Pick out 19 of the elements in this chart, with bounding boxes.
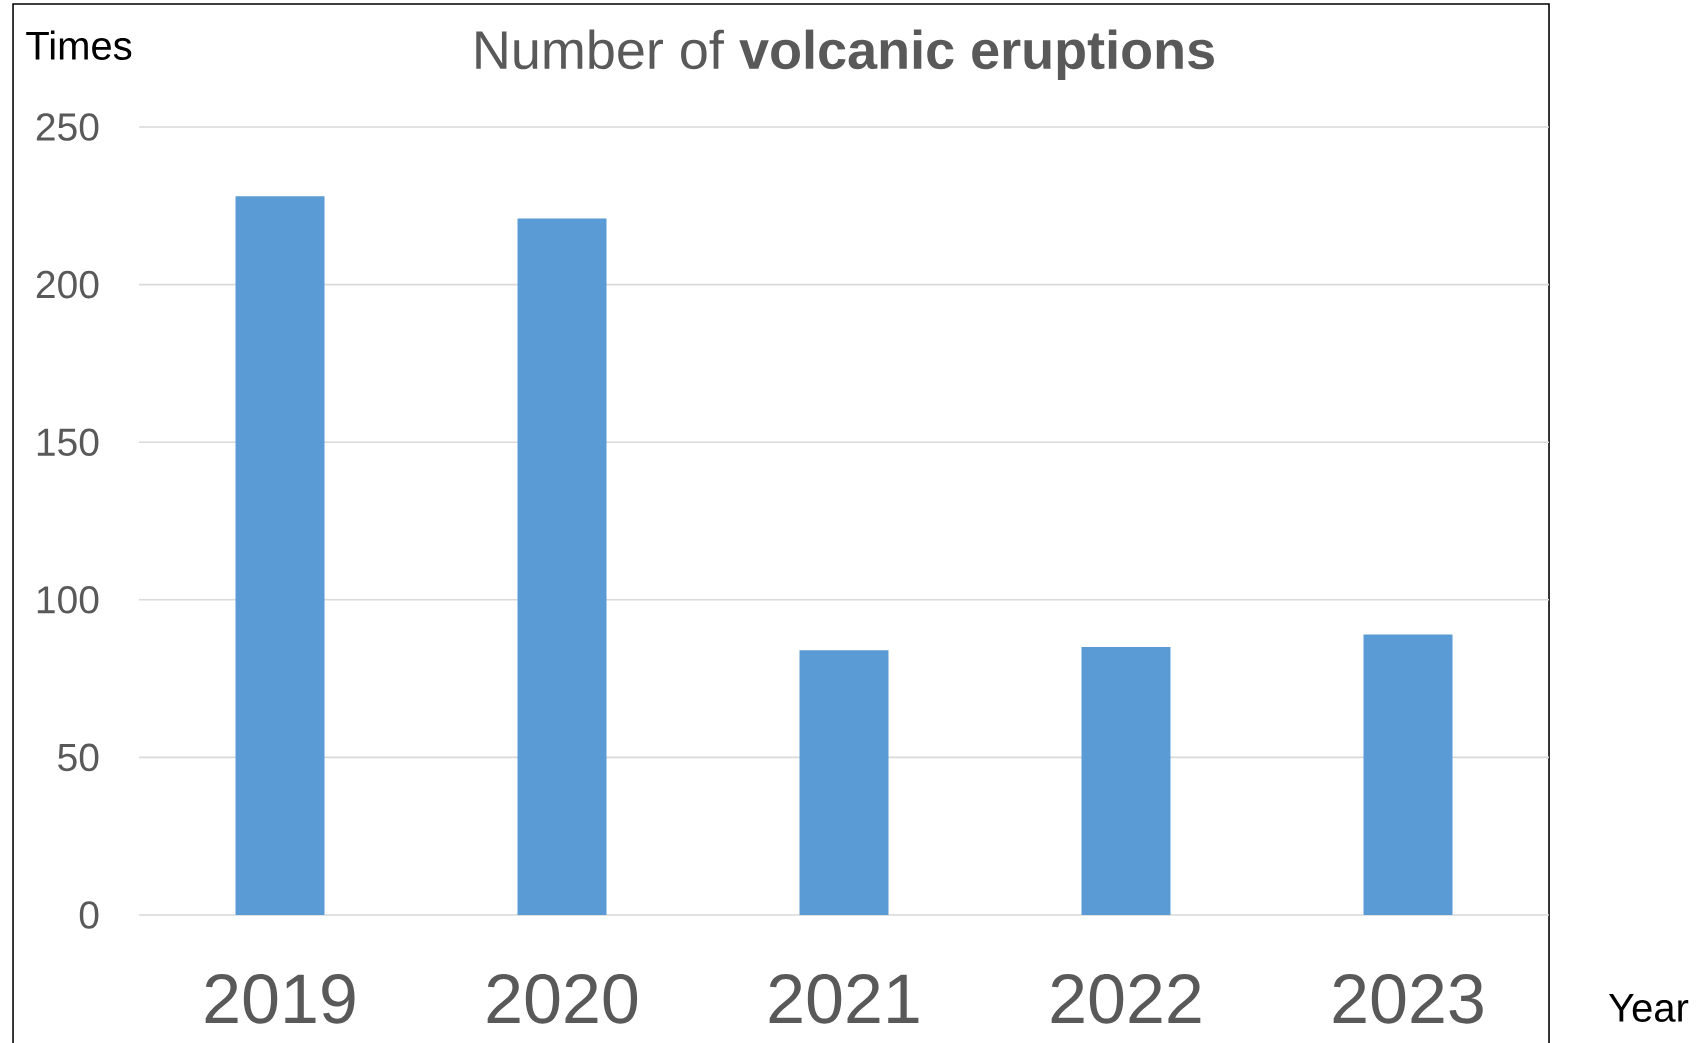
bar <box>235 196 325 915</box>
x-tick-label: 2023 <box>1333 974 1483 1024</box>
bar <box>799 650 889 915</box>
chart-title: Number of volcanic eruptions <box>476 29 1214 80</box>
y-tick-label: 0 <box>79 901 99 929</box>
x-tick-label: 2021 <box>769 974 919 1024</box>
y-tick-label: 100 <box>37 586 99 614</box>
y-tick-label: 150 <box>37 428 99 456</box>
bar <box>517 218 607 915</box>
bar <box>1081 647 1171 915</box>
y-tick-label: 250 <box>36 113 99 141</box>
x-tick-label: 2022 <box>1051 974 1201 1024</box>
x-tick-label: 2019 <box>205 974 355 1024</box>
bar <box>1363 634 1453 915</box>
x-axis-title: Year <box>1608 994 1689 1022</box>
x-tick-label: 2020 <box>487 974 638 1024</box>
y-tick-label: 50 <box>58 743 99 772</box>
y-tick-label: 200 <box>36 270 99 299</box>
y-axis-title: Times <box>26 30 132 60</box>
